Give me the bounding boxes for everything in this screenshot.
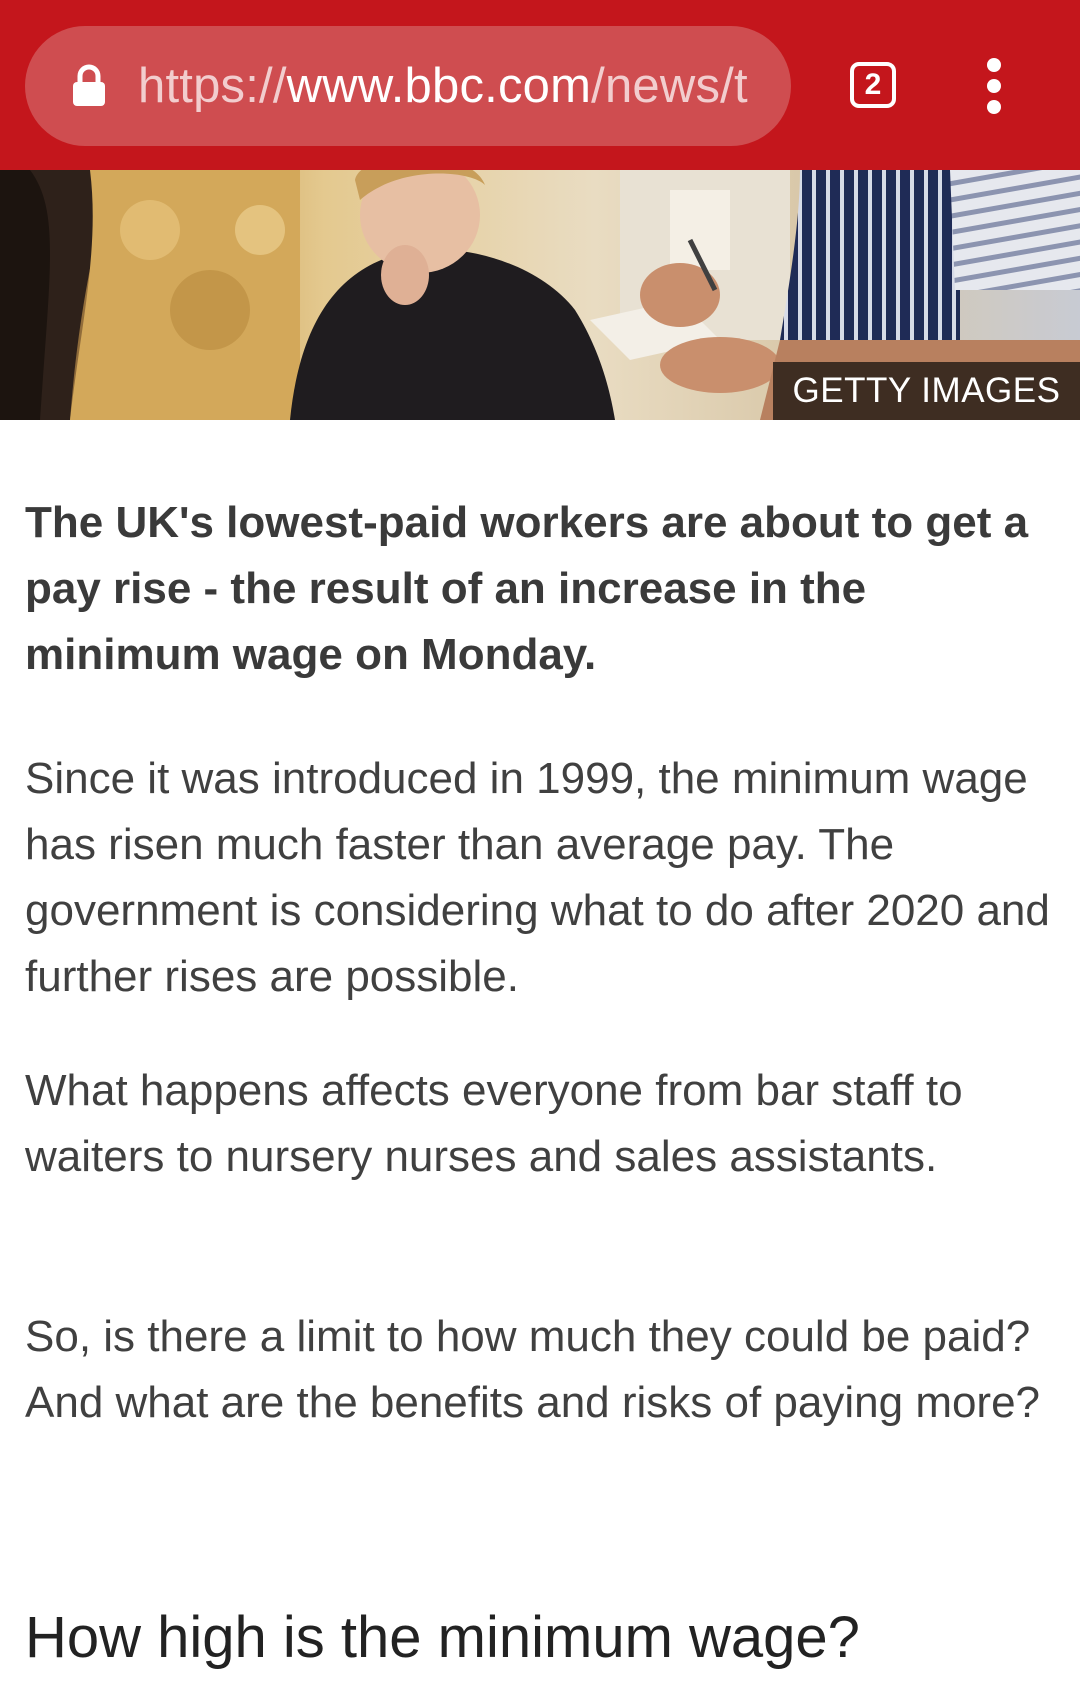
article-paragraph: So, is there a limit to how much they co… [25,1312,1041,1427]
hero-image: GETTY IMAGES [0,170,1080,420]
url-host: www.bbc.com [286,59,592,113]
tab-count: 2 [864,68,882,101]
article-paragraph: What happens affects everyone from bar s… [25,1066,963,1181]
url-scheme: https:// [138,59,287,113]
overflow-menu-icon[interactable] [974,56,1018,116]
url-text[interactable]: https://www.bbc.com/news/t [138,56,763,116]
article-lead-block: The UK's lowest-paid workers are about t… [25,490,1060,688]
address-bar[interactable] [25,26,791,146]
browser-toolbar: https://www.bbc.com/news/t 2 [0,0,1080,170]
article-lead: The UK's lowest-paid workers are about t… [25,498,1029,679]
url-path: /news/t [591,59,748,113]
lock-icon[interactable] [72,64,106,106]
section-heading: How high is the minimum wage? [25,1605,860,1670]
tabs-icon[interactable]: 2 [850,62,896,108]
article-paragraph: Since it was introduced in 1999, the min… [25,754,1050,1001]
image-credit: GETTY IMAGES [773,362,1080,420]
